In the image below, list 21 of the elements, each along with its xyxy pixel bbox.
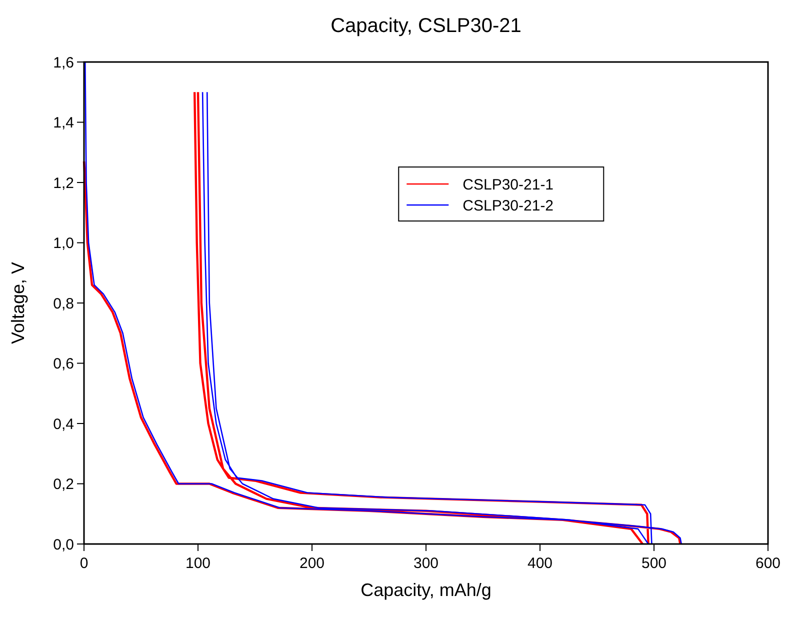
y-tick-label: 0,4 [53,416,74,433]
x-axis-title: Capacity, mAh/g [360,580,492,600]
legend-label: CSLP30-21-1 [462,176,554,194]
y-tick-label: 0,0 [53,536,74,554]
x-tick-label: 600 [755,555,781,572]
y-tick-label: 1,2 [53,174,74,192]
y-tick-label: 1,4 [53,114,74,132]
x-tick-label: 200 [299,555,325,572]
x-tick-label: 400 [527,555,553,572]
x-tick-label: 500 [641,555,667,572]
legend-label: CSLP30-21-2 [462,197,554,214]
y-axis-title: Voltage, V [8,262,28,344]
x-tick-label: 100 [185,555,211,572]
y-tick-label: 1,0 [53,235,74,252]
chart-title: Capacity, CSLP30-21 [330,15,522,37]
y-tick-label: 0,2 [53,476,74,493]
x-tick-label: 300 [413,555,439,572]
y-tick-label: 1,6 [53,54,74,72]
y-tick-label: 0,8 [53,295,74,312]
x-tick-label: 0 [80,555,88,572]
y-tick-label: 0,6 [53,356,74,372]
